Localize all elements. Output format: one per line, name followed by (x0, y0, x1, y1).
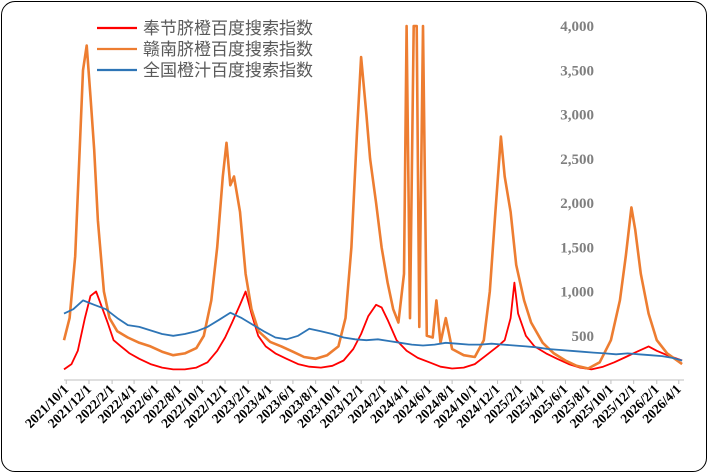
legend-label-3: 全国橙汁百度搜索指数 (143, 61, 313, 81)
x-axis-ticks: 2021/10/12021/12/12022/2/12022/4/12022/6… (22, 380, 684, 431)
y-tick-label: 2,000 (560, 196, 594, 212)
y-tick-label: 500 (572, 329, 595, 345)
y-tick-label: 1,500 (560, 240, 594, 256)
y-tick-label: 2,500 (560, 152, 594, 168)
y-axis-ticks: 500 1,000 1,500 2,000 2,500 3,000 3,500 4,000 (560, 19, 594, 345)
plot-series (62, 24, 683, 371)
y-tick-label: 4,000 (560, 19, 594, 35)
y-tick-label: 3,500 (560, 63, 594, 79)
series-line-1 (63, 281, 683, 371)
series-line-3 (63, 299, 683, 362)
legend-label-1: 奉节脐橙百度搜索指数 (143, 19, 313, 39)
y-tick-label: 3,000 (560, 108, 594, 124)
series-line-2 (62, 24, 683, 370)
y-tick-label: 1,000 (560, 285, 594, 301)
legend-label-2: 赣南脐橙百度搜索指数 (143, 40, 313, 60)
